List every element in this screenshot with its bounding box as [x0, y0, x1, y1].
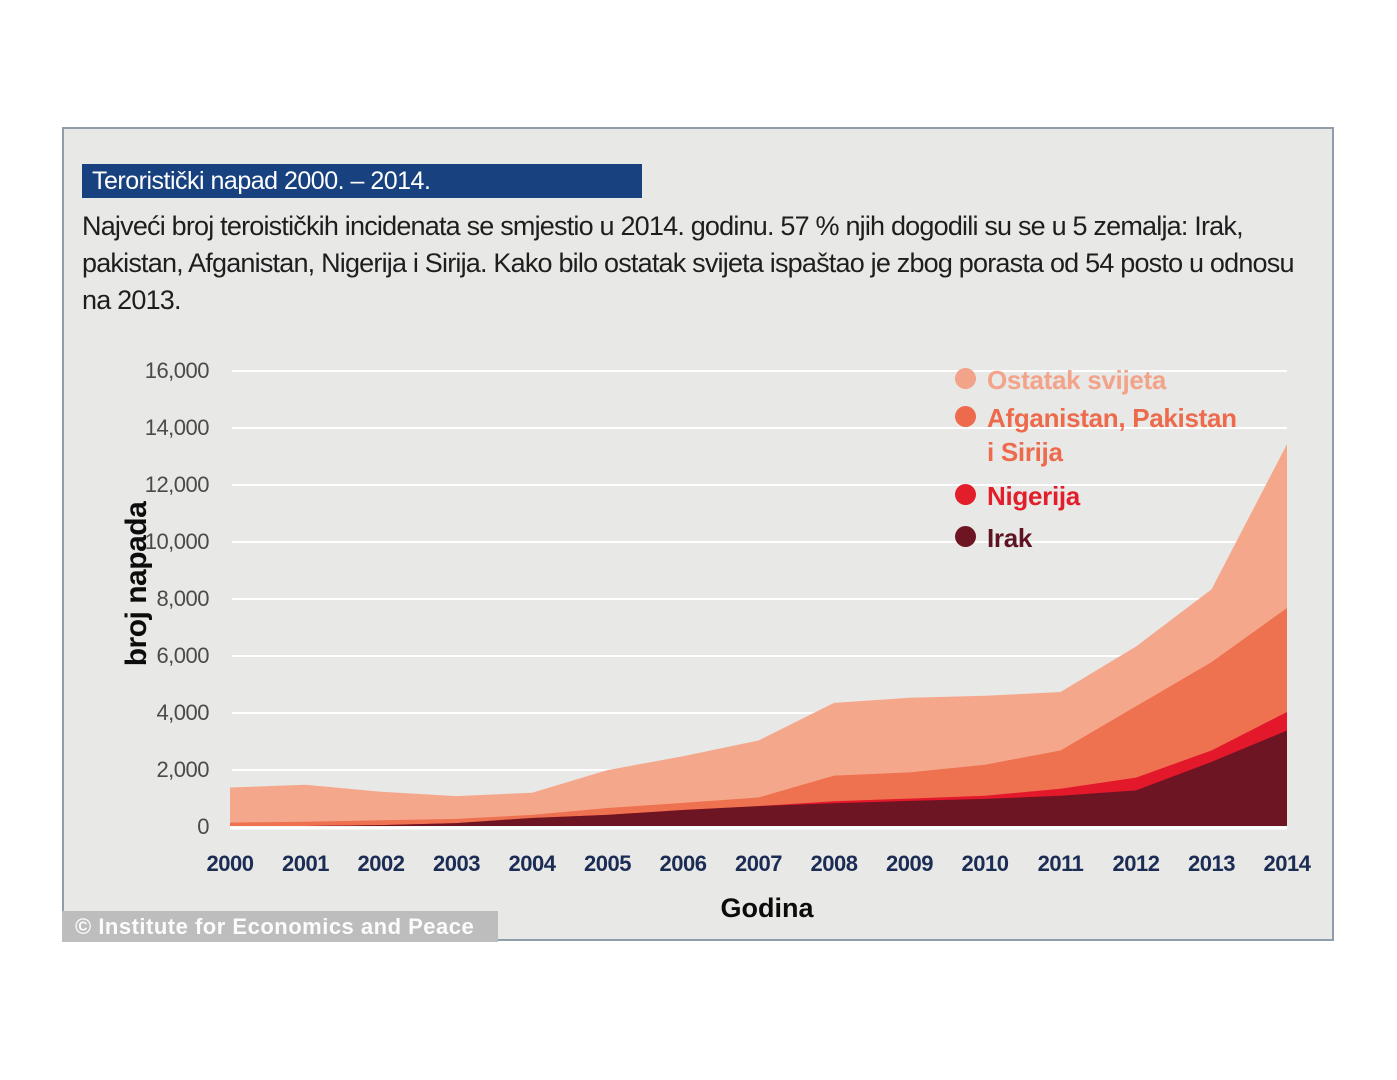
- legend-item: Nigerija: [955, 479, 1267, 513]
- x-tick-label: 2004: [508, 851, 556, 876]
- y-tick-label: 8,000: [156, 586, 209, 611]
- x-tick-label: 2008: [810, 851, 858, 876]
- x-tick-label: 2010: [961, 851, 1009, 876]
- x-tick-label: 2007: [735, 851, 782, 876]
- legend-label: Afganistan, Pakistan i Sirija: [987, 403, 1237, 467]
- y-tick-label: 2,000: [156, 757, 209, 782]
- y-tick-label: 6,000: [156, 643, 209, 668]
- chart-description: Najveći broj teroističkih incidenata se …: [82, 211, 1295, 315]
- page-title: Teroristički napad 2000. – 2014.: [82, 164, 642, 198]
- y-tick-label: 10,000: [144, 529, 210, 554]
- x-tick-label: 2011: [1037, 851, 1084, 876]
- area-ostatak-svijeta: [230, 444, 1287, 826]
- x-tick-label: 2002: [357, 851, 405, 876]
- x-tick-label: 2003: [433, 851, 480, 876]
- copyright-watermark: © Institute for Economics and Peace: [62, 911, 498, 942]
- legend-item: Irak: [955, 521, 1267, 555]
- y-tick-label: 14,000: [144, 415, 210, 440]
- chart-card: Teroristički napad 2000. – 2014. Najveći…: [62, 127, 1334, 942]
- legend-dot-icon: [955, 526, 976, 547]
- legend-label: Nigerija: [987, 481, 1080, 511]
- legend-dot-icon: [955, 484, 976, 505]
- x-tick-label: 2012: [1112, 851, 1160, 876]
- legend-label: Ostatak svijeta: [987, 365, 1167, 395]
- x-tick-label: 2013: [1188, 851, 1235, 876]
- x-tick-label: 2005: [584, 851, 631, 876]
- legend-dot-icon: [955, 368, 976, 389]
- legend-dot-icon: [955, 406, 976, 427]
- legend-item: Ostatak svijeta: [955, 363, 1267, 397]
- y-tick-label: 16,000: [144, 358, 210, 383]
- stacked-area-chart: [230, 370, 1287, 830]
- y-tick-label: 12,000: [144, 472, 210, 497]
- area-afganistan-pakistan-i-sirija: [230, 608, 1287, 826]
- area-irak: [230, 730, 1287, 826]
- x-tick-label: 2006: [659, 851, 707, 876]
- y-tick-label: 0: [197, 814, 209, 839]
- x-tick-label: 2000: [206, 851, 254, 876]
- x-tick-label: 2009: [886, 851, 933, 876]
- x-axis-title: Godina: [720, 893, 814, 923]
- x-tick-label: 2001: [282, 851, 329, 876]
- legend-label: Irak: [987, 523, 1033, 553]
- y-tick-label: 4,000: [156, 700, 209, 725]
- legend-item: Afganistan, Pakistan i Sirija: [955, 401, 1267, 469]
- x-tick-label: 2014: [1263, 851, 1311, 876]
